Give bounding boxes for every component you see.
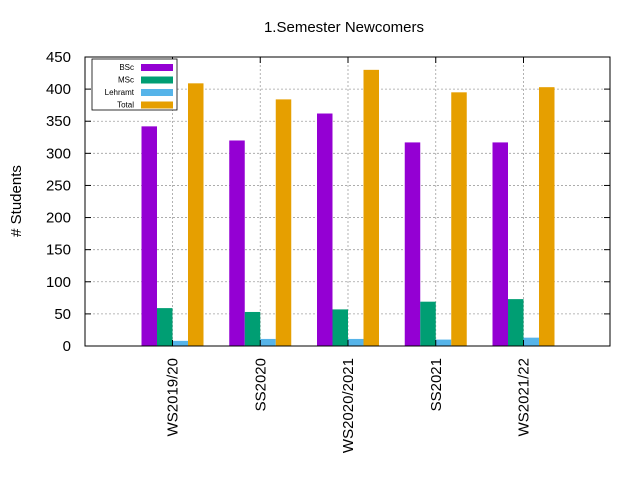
y-tick-label: 50 <box>54 306 71 323</box>
x-tick-label: SS2020 <box>252 358 269 411</box>
chart-title: 1.Semester Newcomers <box>264 19 424 36</box>
x-tick-label: WS2019/20 <box>165 358 182 436</box>
bar-msc-1 <box>244 311 261 346</box>
bar-total-4 <box>539 87 555 346</box>
bar-msc-0 <box>157 308 173 346</box>
bar-lehramt-3 <box>435 339 452 346</box>
x-tick-label: WS2021/22 <box>516 358 533 436</box>
legend-swatch <box>141 64 173 71</box>
bar-msc-2 <box>332 309 348 346</box>
legend: BSc MSc Lehramt Total <box>91 58 178 111</box>
x-tick-label: SS2021 <box>428 358 445 411</box>
bar-msc-3 <box>420 301 436 346</box>
bar-bsc-2 <box>317 113 333 346</box>
bar-total-2 <box>363 69 379 346</box>
bar-total-0 <box>188 83 204 346</box>
y-tick-label: 350 <box>46 113 71 130</box>
bar-lehramt-1 <box>260 338 276 346</box>
bar-total-3 <box>451 92 467 346</box>
bar-bsc-0 <box>141 126 157 346</box>
legend-swatch <box>141 101 173 109</box>
grid <box>85 57 610 346</box>
legend-swatch <box>141 76 173 84</box>
y-tick-label: 400 <box>46 81 71 98</box>
bars <box>141 69 555 347</box>
y-tick-label: 450 <box>46 49 71 66</box>
legend-label: Lehramt <box>105 88 135 97</box>
bar-lehramt-4 <box>523 337 539 346</box>
y-axis-label: # Students <box>8 165 25 237</box>
x-axis: WS2019/20 SS2020 WS2020/2021 SS2021 WS2021/2… <box>165 57 533 453</box>
bar-bsc-4 <box>492 142 508 346</box>
legend-label: BSc <box>119 63 134 72</box>
bar-lehramt-0 <box>172 340 188 346</box>
legend-swatch <box>141 89 173 96</box>
y-tick-label: 100 <box>46 274 71 291</box>
y-tick-label: 300 <box>46 145 71 162</box>
y-tick-label: 0 <box>63 338 71 355</box>
bar-msc-4 <box>508 299 524 346</box>
x-tick-label: WS2020/2021 <box>340 358 357 453</box>
legend-label: Total <box>117 101 134 110</box>
bar-total-1 <box>275 99 292 347</box>
bar-lehramt-2 <box>348 338 364 346</box>
y-tick-label: 150 <box>46 242 71 259</box>
y-axis: 0 50 100 150 200 250 300 350 400 450 <box>46 49 610 355</box>
legend-label: MSc <box>118 76 134 85</box>
y-tick-label: 250 <box>46 177 71 194</box>
y-tick-label: 200 <box>46 210 71 227</box>
bar-bsc-1 <box>229 140 245 346</box>
bar-bsc-3 <box>404 142 421 346</box>
